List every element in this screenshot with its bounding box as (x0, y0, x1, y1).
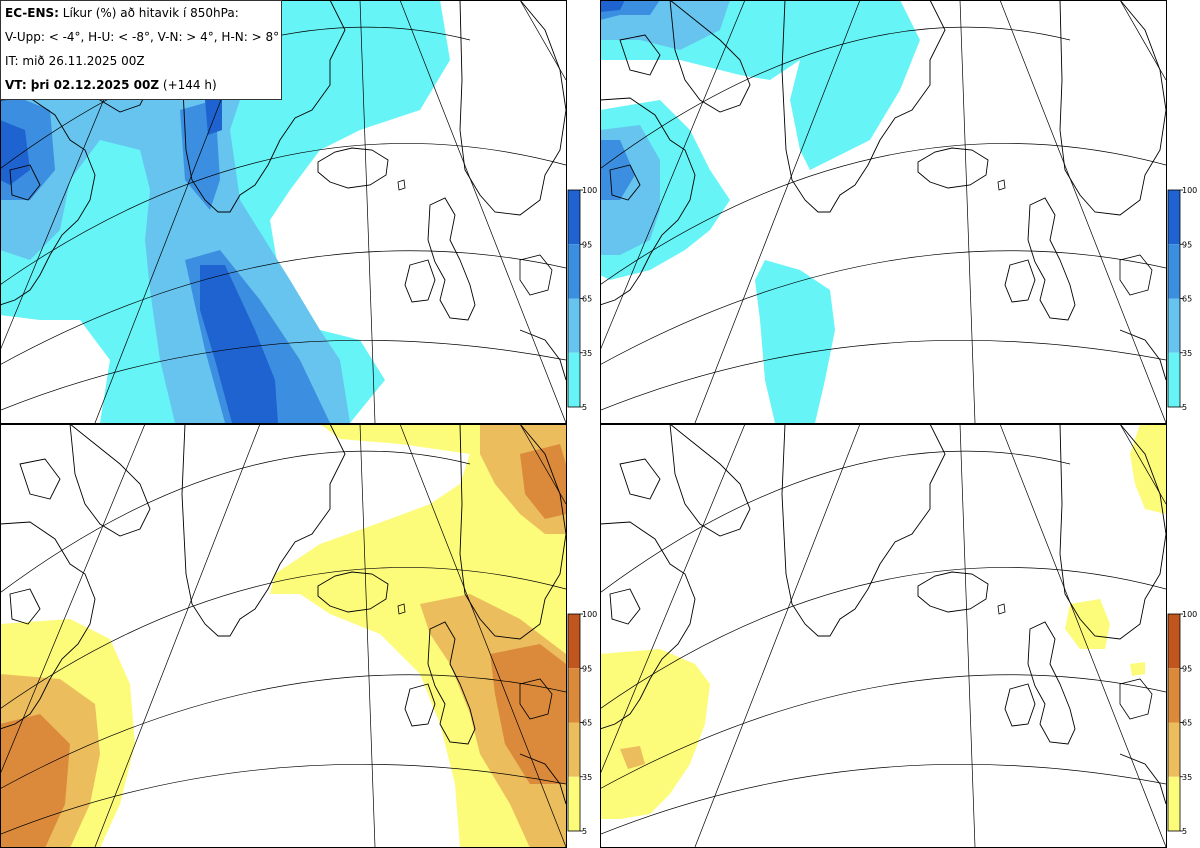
colorbar-segment (568, 352, 580, 407)
colorbar-segment (1168, 244, 1180, 299)
colorbar-tick-label: 95 (1182, 664, 1192, 673)
colorbar-tick-label: 100 (582, 610, 597, 619)
colorbar-segment (1168, 352, 1180, 407)
legend-valid-bold: VT: þri 02.12.2025 00Z (5, 78, 160, 92)
legend-criteria: V-Upp: < -4°, H-U: < -8°, V-N: > 4°, H-N… (5, 30, 280, 44)
colorbar-segment (568, 190, 580, 245)
colorbar-tick-label: 95 (582, 240, 592, 249)
panel-v-upp (0, 0, 566, 423)
colorbar-blue-left: 100 95 65 35 5 (567, 186, 597, 412)
colorbar-tick-label: 65 (582, 295, 592, 304)
colorbar-tick-label: 5 (582, 403, 587, 412)
colorbar-tick-label: 95 (582, 664, 592, 673)
colorbar-segment (1168, 298, 1180, 353)
colorbar-segment (1168, 190, 1180, 245)
colorbar-segment (1168, 776, 1180, 831)
colorbar-tick-label: 95 (1182, 240, 1192, 249)
colorbar-tick-label: 65 (1182, 719, 1192, 728)
colorbar-tick-label: 5 (1182, 403, 1187, 412)
colorbar-segment (568, 668, 580, 723)
legend-init-time: IT: mið 26.11.2025 00Z (5, 54, 145, 68)
panel-h-u (600, 0, 1166, 423)
colorbar-tick-label: 65 (582, 719, 592, 728)
legend-title: EC-ENS: Líkur (%) að hitavik í 850hPa: (5, 1, 281, 25)
colorbar-segment (568, 722, 580, 777)
legend-title-text: Líkur (%) að hitavik í 850hPa: (58, 6, 239, 20)
colorbar-blue-right: 100 95 65 35 5 (1167, 186, 1197, 412)
colorbar-orange-right: 100 95 65 35 5 (1167, 610, 1197, 836)
colorbar-tick-label: 100 (1182, 610, 1197, 619)
legend-valid-text: (+144 h) (159, 78, 217, 92)
colorbar-tick-label: 35 (582, 349, 592, 358)
colorbar-segment (568, 776, 580, 831)
colorbar-segment (568, 614, 580, 669)
colorbar-segment (1168, 614, 1180, 669)
legend-title-bold: EC-ENS: (5, 6, 59, 20)
colorbar-tick-label: 100 (582, 186, 597, 195)
colorbar-tick-label: 65 (1182, 295, 1192, 304)
colorbar-tick-label: 35 (582, 773, 592, 782)
legend-valid-time: VT: þri 02.12.2025 00Z (+144 h) (5, 73, 281, 97)
colorbar-orange-left: 100 95 65 35 5 (567, 610, 597, 836)
panel-v-n (0, 424, 566, 848)
colorbar-tick-label: 35 (1182, 349, 1192, 358)
map-legend-box: EC-ENS: Líkur (%) að hitavik í 850hPa: V… (0, 0, 282, 100)
panel-h-n (600, 424, 1166, 848)
colorbar-segment (1168, 722, 1180, 777)
colorbar-tick-label: 35 (1182, 773, 1192, 782)
colorbar-segment (568, 244, 580, 299)
colorbar-tick-label: 100 (1182, 186, 1197, 195)
colorbar-tick-label: 5 (582, 827, 587, 836)
colorbar-tick-label: 5 (1182, 827, 1187, 836)
colorbar-segment (568, 298, 580, 353)
colorbar-segment (1168, 668, 1180, 723)
